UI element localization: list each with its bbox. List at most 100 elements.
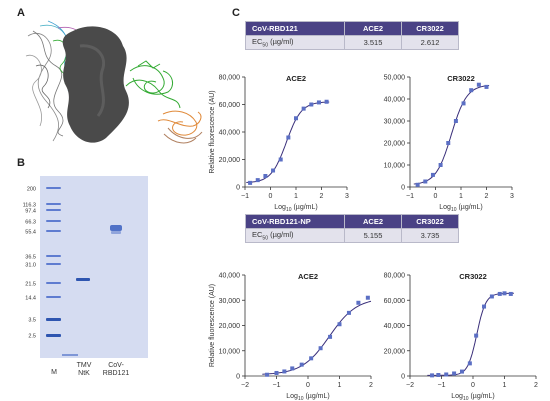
data-point xyxy=(497,291,502,296)
data-point xyxy=(318,346,323,351)
data-point xyxy=(436,372,441,377)
rbd-ribbon-tan xyxy=(163,127,203,144)
marker-label: 31.0 xyxy=(25,263,36,269)
x-tick-label: −1 xyxy=(273,382,281,389)
chart-title: CR3022 xyxy=(447,74,475,83)
data-point xyxy=(274,370,279,375)
data-point xyxy=(316,100,321,105)
data-point xyxy=(461,101,466,106)
panel-letter-c: C xyxy=(232,7,240,19)
rbd-ribbon-orange xyxy=(157,110,202,136)
y-tick-label: 80,000 xyxy=(384,273,406,280)
y-tick-label: 30,000 xyxy=(384,119,406,126)
marker-label: 21.5 xyxy=(25,282,36,288)
x-tick-label: −2 xyxy=(241,382,249,389)
y-axis-label-bottom: Relative fluorescence (AU) xyxy=(209,284,216,367)
data-point xyxy=(365,295,370,300)
gel-background xyxy=(40,176,148,358)
data-point xyxy=(286,135,291,140)
table-value-cell: 2.612 xyxy=(401,35,459,50)
x-tick-label: 1 xyxy=(338,382,342,389)
ladder-band xyxy=(46,296,61,298)
ladder-band xyxy=(46,187,61,189)
lane-label-tmv-ntk: TMV NtK xyxy=(77,362,92,377)
panel-letter-a: A xyxy=(17,7,25,19)
data-point xyxy=(255,178,260,183)
table-row-label: EC50 (µg/ml) xyxy=(245,35,345,50)
x-tick-label: 3 xyxy=(345,193,349,200)
x-tick-label: −1 xyxy=(438,382,446,389)
y-tick-label: 10,000 xyxy=(384,163,406,170)
data-point xyxy=(467,361,472,366)
data-point xyxy=(489,294,494,299)
ladder-band xyxy=(46,255,61,257)
cov-rbd121-band xyxy=(110,225,122,231)
data-point xyxy=(446,141,451,145)
data-point xyxy=(299,362,304,367)
fit-curve xyxy=(246,101,330,183)
marker-label: 55.4 xyxy=(25,230,36,236)
y-tick-label: 0 xyxy=(236,185,240,192)
data-point xyxy=(430,172,435,177)
ladder-band xyxy=(46,334,61,337)
gel-panel: 200 116.397.4 66.3 55.4 36.5 31.0 21.5 14.4 3.5 2… xyxy=(23,176,148,377)
x-tick-label: 0 xyxy=(269,193,273,200)
ladder-band xyxy=(46,230,61,232)
x-tick-label: −1 xyxy=(241,193,249,200)
y-tick-label: 30,000 xyxy=(219,298,241,305)
y-tick-label: 80,000 xyxy=(219,75,241,82)
marker-label: 66.3 xyxy=(25,220,36,226)
ladder-band xyxy=(46,209,61,211)
table-value-cell: 3.515 xyxy=(344,35,402,50)
ladder-band xyxy=(46,318,61,321)
fit-curve xyxy=(262,300,372,375)
y-axis-label-top: Relative fluorescence (AU) xyxy=(209,90,216,173)
data-point xyxy=(482,304,487,309)
marker-label: 14.4 xyxy=(25,296,36,302)
ladder-band xyxy=(46,220,61,222)
y-tick-label: 40,000 xyxy=(384,97,406,104)
data-point xyxy=(294,116,298,121)
data-point xyxy=(484,84,489,89)
data-point xyxy=(309,102,314,107)
table-header-cell: CR3022 xyxy=(401,21,459,36)
data-point xyxy=(248,180,253,185)
y-tick-label: 10,000 xyxy=(219,348,241,355)
ladder-bands xyxy=(46,187,61,337)
ladder-band xyxy=(46,282,61,284)
x-tick-label: 3 xyxy=(510,193,514,200)
x-tick-label: 2 xyxy=(369,382,373,389)
x-tick-label: 0 xyxy=(471,382,475,389)
x-tick-label: 2 xyxy=(534,382,538,389)
marker-label: 200 xyxy=(27,187,36,193)
cov-rbd121-band-tail xyxy=(111,231,121,234)
panel-letter-b: B xyxy=(17,157,25,169)
marker-label: 36.5 xyxy=(25,255,36,261)
ladder-band xyxy=(46,203,61,205)
x-axis-label: Log10 (µg/mL) xyxy=(451,393,494,401)
data-point xyxy=(474,333,479,338)
data-point xyxy=(265,372,270,377)
chart-title: CR3022 xyxy=(459,272,487,281)
marker-label: 116.3 xyxy=(23,203,36,209)
data-point xyxy=(290,366,295,371)
ladder-dye-front xyxy=(62,354,78,356)
y-tick-label: 20,000 xyxy=(219,323,241,330)
data-point xyxy=(430,373,435,378)
data-point xyxy=(452,371,457,376)
y-tick-label: 40,000 xyxy=(219,273,241,280)
ec50-table-rbd121-np: CoV-RBD121-NP ACE2 CR3022 EC50 (µg/ml) 5… xyxy=(245,214,459,243)
chart-title: ACE2 xyxy=(298,272,318,281)
data-point xyxy=(301,106,306,111)
data-point xyxy=(346,310,351,315)
table-header-cell: ACE2 xyxy=(344,21,402,36)
marker-label: 3.5 xyxy=(28,318,36,324)
marker-label: 2.5 xyxy=(28,334,36,340)
y-tick-label: 40,000 xyxy=(384,323,406,330)
data-point xyxy=(469,88,474,93)
data-point xyxy=(271,168,276,173)
data-point xyxy=(453,119,458,123)
data-point xyxy=(263,174,268,178)
x-tick-label: −2 xyxy=(406,382,414,389)
